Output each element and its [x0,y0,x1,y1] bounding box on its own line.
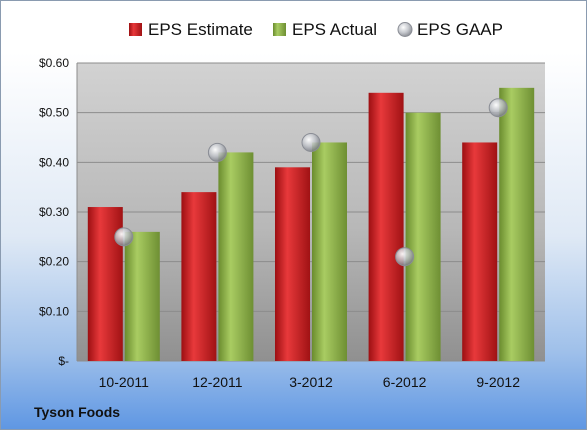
actual-bar [312,142,347,361]
estimate-bar [368,92,404,362]
y-tick-label: $0.50 [39,106,69,120]
x-tick-label: 6-2012 [383,374,427,390]
y-tick-label: $0.10 [39,304,69,318]
company-label: Tyson Foods [34,404,120,420]
x-axis: 10-2011 12-2011 3-2012 6-2012 9-2012 [99,374,521,390]
x-tick-label: 3-2012 [289,374,333,390]
y-tick-label: $0.20 [39,255,69,269]
y-tick-label: $0.30 [39,205,69,219]
gaap-point [207,142,227,162]
legend-label: EPS Estimate [148,20,253,39]
gaap-point [114,227,134,247]
x-tick-label: 12-2011 [192,374,243,390]
x-tick-label: 9-2012 [476,374,520,390]
actual-bar [124,231,160,361]
gaap-point [395,247,415,267]
estimate-bar [275,167,310,361]
y-tick-label: $0.60 [39,56,69,70]
gaap-point [488,98,508,118]
legend-swatch [129,23,142,36]
estimate-bar [462,142,498,361]
y-tick-label: $- [58,354,69,368]
legend-swatch [273,23,286,36]
y-tick-label: $0.40 [39,155,69,169]
estimate-bar [181,192,217,361]
legend-swatch [397,22,413,37]
y-axis: $- $0.10 $0.20 $0.30 $0.40 $0.50 $0.60 [39,56,69,368]
actual-bar [405,112,441,362]
actual-bar [218,152,254,361]
legend-label: EPS GAAP [417,20,503,39]
legend: EPS Estimate EPS Actual EPS GAAP [129,20,503,39]
actual-bar [499,87,535,361]
bars [87,87,535,362]
gaap-point [301,132,321,152]
legend-label: EPS Actual [292,20,377,39]
gaap-points [114,98,508,267]
x-tick-label: 10-2011 [99,374,150,390]
